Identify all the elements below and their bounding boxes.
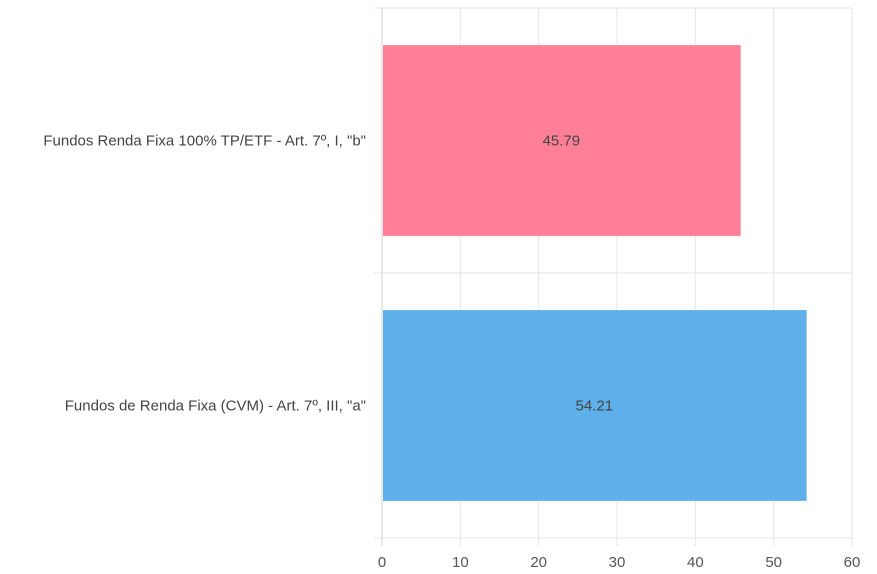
x-axis-ticks: 0 10 20 30 40 50 60 [378,554,861,571]
category-labels: Fundos Renda Fixa 100% TP/ETF - Art. 7º,… [43,133,366,415]
bar [383,45,741,236]
data-label: 45.79 [543,133,581,150]
x-tick-label: 50 [765,554,782,571]
x-tick-label: 40 [687,554,704,571]
bars [383,45,807,501]
x-tick-label: 30 [609,554,626,571]
category-label: Fundos de Renda Fixa (CVM) - Art. 7º, II… [65,398,366,415]
bar [383,310,807,501]
x-tick-label: 10 [452,554,469,571]
data-labels: 45.79 54.21 [543,133,614,415]
data-label: 54.21 [576,398,614,415]
x-tick-label: 0 [378,554,386,571]
category-label: Fundos Renda Fixa 100% TP/ETF - Art. 7º,… [43,133,366,150]
x-tick-label: 20 [530,554,547,571]
x-tick-label: 60 [844,554,861,571]
